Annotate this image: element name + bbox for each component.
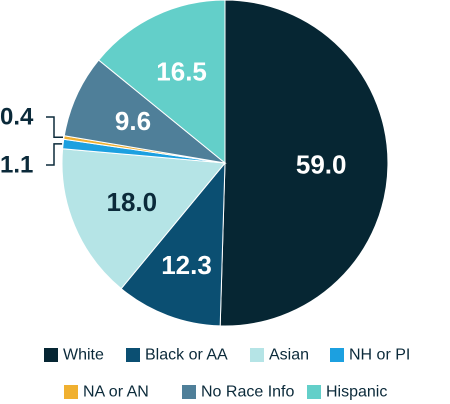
callout-line-nh-or-pi (46, 143, 63, 166)
legend-swatch-no-race-info (182, 385, 196, 399)
legend-label-white: White (63, 347, 104, 364)
legend-swatch-hispanic (307, 385, 321, 399)
pie-callouts: 0.4 1.1 (0, 104, 63, 179)
legend-label-asian: Asian (269, 347, 309, 364)
callout-line-na-or-an (46, 116, 63, 139)
legend-label-nh-or-pi: NH or PI (349, 347, 410, 364)
slice-label-white: 59.0 (296, 149, 347, 179)
legend-swatch-black-or-aa (126, 348, 140, 362)
legend-swatch-white (44, 348, 58, 362)
callout-label-na-or-an: 0.4 (0, 104, 34, 131)
legend-label-black-or-aa: Black or AA (145, 347, 228, 364)
pie-slice-asian (61, 148, 226, 290)
legend-swatch-asian (250, 348, 264, 362)
legend: White Black or AA Asian NH or PI NA or AN No … (44, 347, 410, 401)
slice-label-no-race-info: 9.6 (115, 106, 151, 136)
pie-slice-hispanic (97, 0, 226, 165)
pie-slices (61, 0, 389, 327)
legend-swatch-na-or-an (64, 385, 78, 399)
slice-label-hispanic: 16.5 (156, 57, 207, 87)
legend-label-na-or-an: NA or AN (83, 384, 149, 401)
legend-label-no-race-info: No Race Info (201, 384, 294, 401)
pie-labels: 59.0 12.3 18.0 9.616.5 (106, 57, 346, 281)
legend-label-hispanic: Hispanic (326, 384, 387, 401)
slice-label-asian: 18.0 (106, 187, 157, 217)
pie-slice-black-or-aa (120, 161, 226, 327)
slice-label-black-or-aa: 12.3 (161, 250, 212, 280)
legend-swatch-nh-or-pi (330, 348, 344, 362)
callout-label-nh-or-pi: 1.1 (0, 152, 33, 179)
pie-slice-white (219, 0, 389, 327)
